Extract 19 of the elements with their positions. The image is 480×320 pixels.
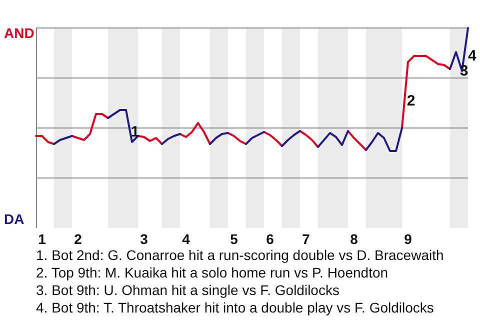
annotation: 4	[468, 47, 477, 64]
text: 4. Bot 9th: T. Throatshaker hit into a double play vs F. Goldilocks	[36, 300, 434, 316]
annotation: 2	[406, 92, 416, 110]
x-tick-label: 4	[182, 230, 190, 247]
x-tick-label: 3	[140, 230, 148, 247]
annotation: 1	[130, 123, 140, 140]
x-tick-label: 9	[404, 230, 412, 247]
x-tick-label: 8	[350, 230, 358, 247]
annotation: 3	[460, 62, 468, 80]
x-tick-label: 7	[302, 230, 310, 247]
text: 3. Bot 9th: U. Ohman hit a single vs F. Goldilocks	[36, 282, 340, 298]
text: 1. Bot 2nd: G. Conarroe hit a run-scoring double vs D. Bracewaith	[36, 247, 444, 263]
x-tick-label: 2	[74, 230, 82, 247]
x-tick-label: 1	[38, 230, 46, 247]
x-tick-label: 5	[230, 230, 238, 247]
text: AND	[4, 25, 34, 41]
text: DA	[4, 211, 24, 227]
x-tick-label: 6	[266, 230, 274, 247]
text: 2. Top 9th: M. Kuaika hit a solo home run vs P. Hoendton	[36, 264, 388, 280]
